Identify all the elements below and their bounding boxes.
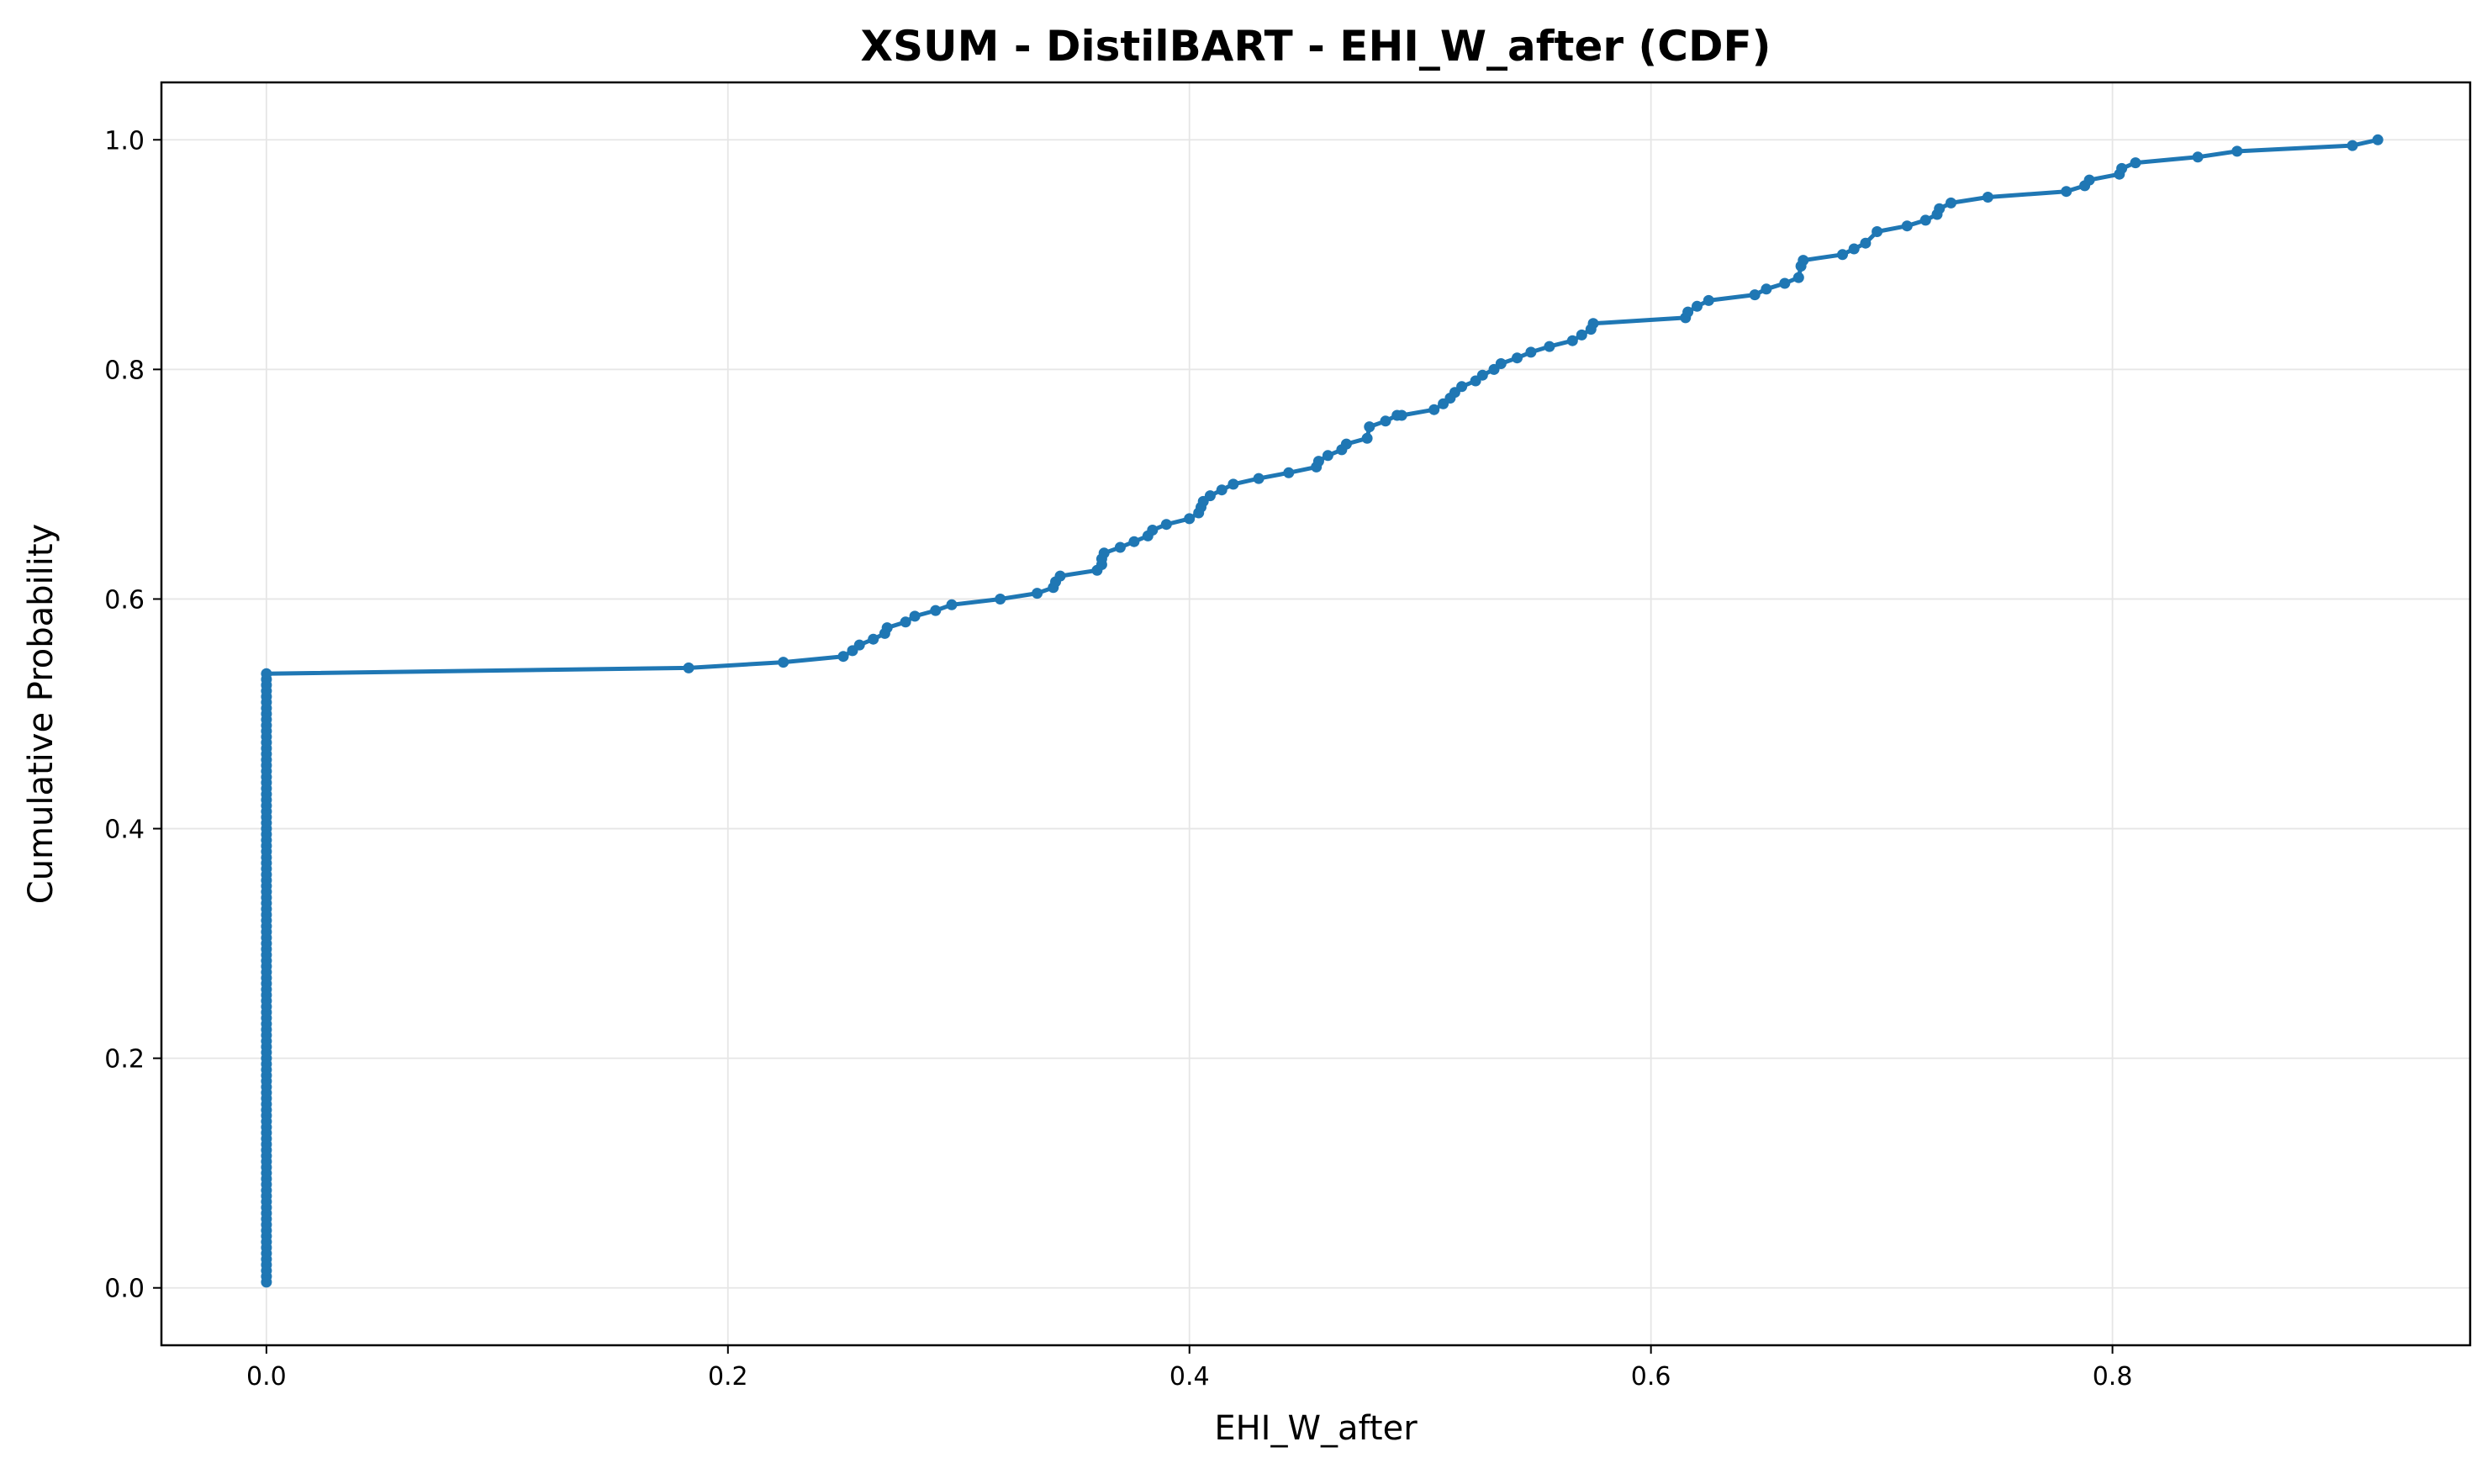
data-point bbox=[2130, 157, 2141, 169]
y-tick-label: 1.0 bbox=[104, 126, 145, 156]
data-point bbox=[1901, 220, 1913, 232]
x-tick-label: 0.8 bbox=[2093, 1362, 2133, 1392]
data-point bbox=[1860, 237, 1872, 249]
data-point bbox=[1919, 214, 1931, 226]
data-point bbox=[868, 633, 879, 645]
data-point bbox=[1216, 484, 1228, 496]
data-point bbox=[1798, 255, 1809, 267]
data-point bbox=[2347, 140, 2358, 151]
data-point bbox=[1147, 525, 1159, 536]
data-point bbox=[853, 639, 865, 651]
data-point bbox=[2116, 162, 2128, 174]
data-point bbox=[1576, 329, 1587, 341]
data-point bbox=[1396, 409, 1407, 421]
data-point bbox=[778, 657, 789, 668]
data-point bbox=[1283, 467, 1295, 478]
data-point bbox=[1312, 456, 1324, 467]
x-axis-ticks: 0.0 0.2 0.4 0.6 0.8 bbox=[246, 1345, 2132, 1392]
data-point bbox=[909, 610, 921, 622]
y-tick-label: 0.4 bbox=[104, 816, 145, 845]
data-point bbox=[1361, 432, 1373, 444]
data-point bbox=[1228, 478, 1239, 490]
data-point bbox=[1128, 536, 1140, 547]
data-point bbox=[1848, 243, 1860, 255]
data-point bbox=[1692, 300, 1703, 312]
data-point bbox=[1837, 249, 1848, 261]
grid bbox=[161, 82, 2470, 1345]
x-axis-label: EHI_W_after bbox=[1214, 1409, 1418, 1448]
data-point bbox=[1761, 283, 1772, 295]
data-point bbox=[1682, 306, 1694, 318]
data-point bbox=[1322, 450, 1333, 462]
data-point bbox=[1204, 490, 1216, 502]
plot-frame bbox=[160, 81, 2472, 1347]
data-point bbox=[930, 605, 942, 616]
data-point bbox=[261, 668, 272, 679]
data-point bbox=[1495, 358, 1507, 369]
data-point bbox=[2083, 174, 2095, 186]
data-point bbox=[1428, 404, 1440, 415]
y-axis-label: Cumulative Probability bbox=[22, 524, 61, 904]
data-point bbox=[946, 599, 958, 610]
data-point bbox=[1566, 335, 1578, 346]
y-tick-label: 0.2 bbox=[104, 1045, 145, 1075]
x-tick-label: 0.4 bbox=[1169, 1362, 1210, 1392]
data-point bbox=[1544, 341, 1555, 352]
data-point bbox=[837, 651, 849, 663]
data-point bbox=[1792, 272, 1804, 283]
data-point bbox=[1456, 381, 1468, 393]
data-point bbox=[1525, 346, 1537, 358]
data-point bbox=[1364, 421, 1375, 433]
data-point bbox=[1779, 277, 1791, 289]
data-point bbox=[1512, 352, 1523, 364]
data-point bbox=[2372, 134, 2384, 145]
data-point bbox=[1340, 438, 1352, 450]
data-point bbox=[1587, 318, 1599, 330]
data-point bbox=[2061, 186, 2072, 198]
data-point bbox=[1032, 588, 1043, 599]
data-point bbox=[881, 622, 893, 634]
data-point bbox=[1114, 541, 1126, 553]
data-point bbox=[1934, 203, 1946, 214]
y-axis-ticks: 0.0 0.2 0.4 0.6 0.8 1.0 bbox=[104, 126, 161, 1304]
data-point bbox=[2231, 145, 2243, 157]
y-tick-label: 0.0 bbox=[104, 1275, 145, 1304]
data-point bbox=[900, 616, 911, 628]
data-point bbox=[1946, 197, 1956, 209]
x-tick-label: 0.0 bbox=[246, 1362, 287, 1392]
data-point bbox=[1476, 369, 1488, 381]
chart-title: XSUM - DistilBART - EHI_W_after (CDF) bbox=[861, 22, 1771, 71]
data-point bbox=[1982, 192, 1993, 203]
data-point bbox=[683, 662, 694, 673]
data-point bbox=[1098, 547, 1110, 559]
data-point bbox=[1872, 226, 1883, 237]
data-point bbox=[1253, 473, 1264, 484]
data-point bbox=[1184, 513, 1196, 525]
data-point bbox=[2192, 151, 2204, 163]
data-point bbox=[1054, 570, 1066, 582]
data-point bbox=[1380, 415, 1391, 427]
x-tick-label: 0.2 bbox=[708, 1362, 748, 1392]
data-point bbox=[1160, 519, 1172, 531]
data-point bbox=[1749, 289, 1761, 301]
cdf-series bbox=[261, 134, 2384, 1288]
x-tick-label: 0.6 bbox=[1631, 1362, 1671, 1392]
data-point bbox=[995, 594, 1006, 605]
y-tick-label: 0.6 bbox=[104, 585, 145, 615]
data-point bbox=[1703, 294, 1714, 306]
y-tick-label: 0.8 bbox=[104, 356, 145, 385]
